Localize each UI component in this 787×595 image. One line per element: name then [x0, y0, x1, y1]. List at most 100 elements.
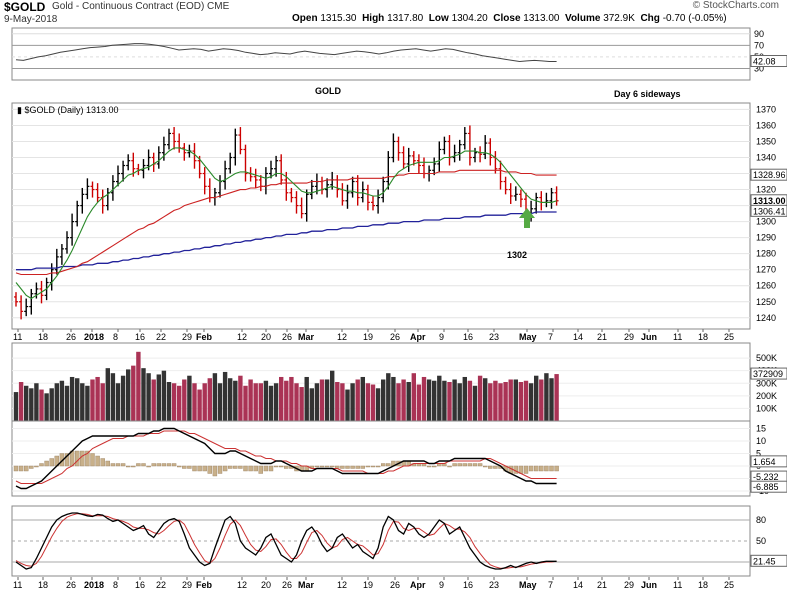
macd-histogram-bar [370, 465, 376, 468]
volume-bar [498, 383, 503, 421]
macd-histogram-bar [156, 463, 162, 467]
macd-histogram-bar [452, 463, 457, 467]
macd-histogram-bar [39, 463, 44, 467]
price-tick-label: 1340 [756, 152, 776, 162]
volume-bar [523, 380, 529, 421]
macd-histogram-bar [534, 465, 539, 472]
volume-bar [513, 379, 518, 421]
volume-bar [212, 373, 218, 421]
volume-tick-label: 300K [756, 378, 777, 388]
price-tick-label: 1260 [756, 281, 776, 291]
volume-bar [330, 370, 335, 421]
volume-bar [554, 374, 559, 421]
price-tick-label: 1350 [756, 136, 776, 146]
volume-bar [105, 368, 110, 421]
macd-histogram-bar [100, 458, 105, 467]
rsi-value-tag [750, 55, 787, 68]
macd-histogram-bar [95, 455, 100, 467]
volume-tick-label: 100K [756, 403, 777, 413]
price-tick-label: 1270 [756, 265, 776, 275]
macd-signal-line [15, 430, 557, 484]
price-panel-frame [11, 102, 751, 330]
macd-histogram-bar [268, 465, 274, 472]
volume-bar [126, 369, 131, 421]
volume-bar [217, 383, 223, 421]
volume-bar [319, 379, 325, 421]
volume-bar [391, 376, 396, 421]
macd-histogram-bar [212, 465, 218, 477]
macd-histogram-bar [273, 465, 279, 468]
volume-bar [253, 383, 258, 421]
macd-histogram-bar [64, 453, 70, 467]
volume-bar [467, 380, 473, 421]
macd-histogram-bar [350, 465, 355, 469]
volume-bar [350, 383, 355, 421]
volume-bar [324, 379, 330, 421]
symbol-label: $GOLD [4, 0, 46, 14]
volume-bar [80, 383, 85, 421]
macd-histogram-bar [426, 465, 432, 468]
volume-bar [49, 388, 54, 421]
bottom-x-tick-label: 2018 [84, 580, 104, 590]
price-x-tick-label: 22 [156, 332, 166, 342]
macd-tick-label: 5 [756, 449, 761, 459]
macd-histogram-bar [263, 465, 269, 472]
macd-histogram-bar [131, 465, 136, 468]
macd-value-label: 1.654 [753, 457, 776, 467]
price-x-tick-label: 21 [597, 332, 607, 342]
macd-histogram-bar [80, 450, 85, 467]
volume-bar [171, 383, 177, 421]
price-x-tick-label: 20 [261, 332, 271, 342]
bottom-x-tick-label: 29 [624, 580, 634, 590]
rsi-value-label: 42.08 [753, 57, 776, 67]
rsi-tick-label: 70 [754, 40, 764, 50]
volume-bar [44, 393, 49, 421]
volume-bar [59, 380, 65, 421]
volume-bar [539, 379, 544, 421]
volume-bar [207, 378, 212, 421]
volume-bar [534, 375, 539, 421]
volume-tick-label: 200K [756, 391, 777, 401]
stochastic-value-tag [750, 554, 787, 567]
volume-bar [222, 371, 228, 421]
macd-value-label: -5.232 [753, 472, 779, 482]
macd-histogram-bar [345, 465, 350, 469]
price-x-tick-label: 26 [282, 332, 292, 342]
macd-histogram-bar [110, 463, 116, 467]
volume-bar [146, 373, 151, 421]
macd-histogram-bar [146, 465, 151, 468]
macd-histogram-bar [365, 465, 371, 468]
brand-label: © StockCharts.com [692, 0, 779, 11]
macd-histogram-bar [34, 465, 39, 468]
macd-histogram-bar [554, 465, 559, 472]
annotation-day6: Day 6 sideways [614, 89, 681, 99]
price-x-tick-label: 11 [13, 332, 22, 342]
volume-bar [136, 351, 141, 421]
price-tick-label: 1280 [756, 249, 776, 259]
price-tick-label: 1360 [756, 120, 776, 130]
annotation-1302: 1302 [507, 250, 527, 260]
price-tick-label: 1290 [756, 233, 776, 243]
high-label: High [362, 13, 385, 24]
volume-bar [477, 375, 483, 421]
volume-bar [182, 379, 187, 421]
bottom-x-tick-label: 21 [597, 580, 607, 590]
price-x-tick-label: Feb [196, 332, 213, 342]
high-value: 1317.80 [387, 13, 424, 24]
macd-histogram-bar [447, 465, 452, 468]
volume-bar [386, 373, 391, 421]
volume-bar [340, 383, 345, 421]
volume-bar [268, 385, 274, 421]
price-x-tick-label: Mar [298, 332, 315, 342]
macd-histogram-bar [457, 463, 462, 467]
macd-histogram-bar [340, 465, 345, 469]
volume-bar [243, 385, 248, 421]
price-value-tag-label: 1306.41 [753, 206, 786, 216]
volume-bar [24, 385, 29, 421]
macd-histogram-bar [49, 458, 54, 467]
macd-histogram-bar [248, 465, 253, 472]
macd-histogram-bar [544, 465, 549, 472]
bottom-x-tick-label: 8 [113, 580, 118, 590]
stochastic-d-line [15, 513, 557, 569]
macd-histogram-bar [488, 465, 493, 469]
